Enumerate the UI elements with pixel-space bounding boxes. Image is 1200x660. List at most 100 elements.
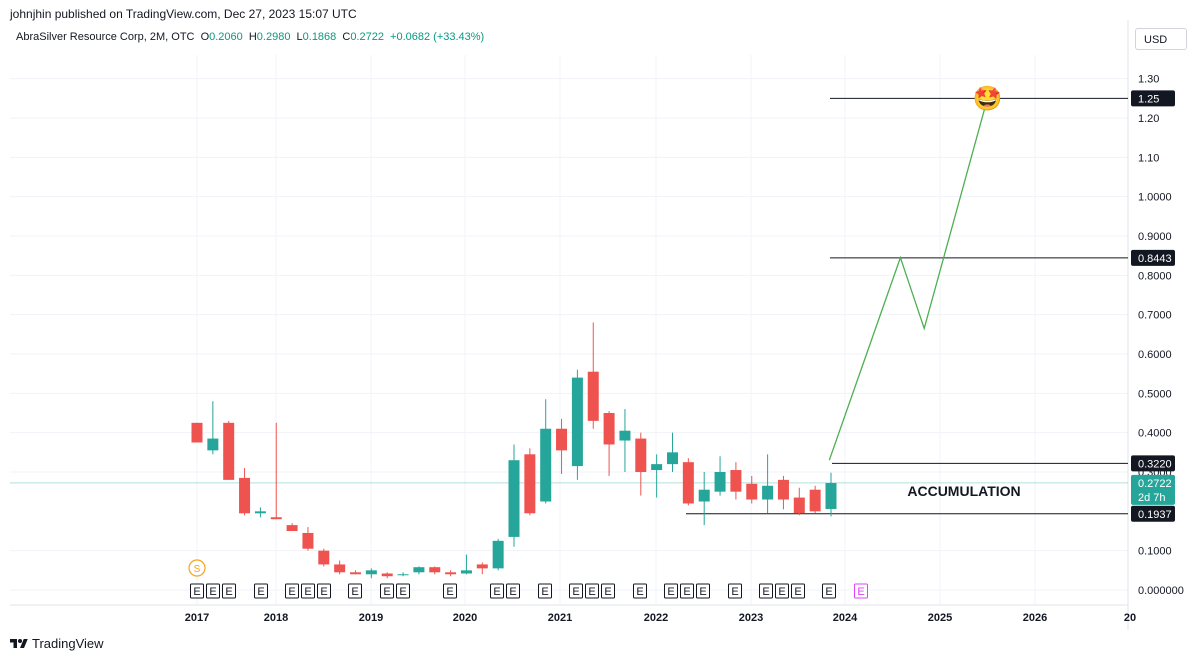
earnings-marker-letter: E bbox=[588, 586, 595, 598]
candle bbox=[350, 570, 361, 575]
earnings-marker-box bbox=[490, 583, 504, 599]
open-value: 0.2060 bbox=[209, 31, 243, 43]
earnings-marker: E bbox=[190, 583, 204, 599]
event-markers: E E E E E E E E E E E E E E E E E E E E E E E E E E ES bbox=[188, 559, 868, 599]
earnings-marker-letter: E bbox=[778, 586, 785, 598]
level-price-label: 1.25 bbox=[1138, 93, 1159, 105]
candle-body bbox=[698, 489, 710, 502]
earnings-marker-letter: E bbox=[572, 586, 579, 598]
earnings-marker-box bbox=[569, 583, 583, 599]
high-label: H bbox=[248, 31, 257, 43]
candle bbox=[825, 472, 837, 517]
price-tick-label: 0.4000 bbox=[1138, 428, 1172, 440]
candle bbox=[365, 568, 377, 579]
earnings-marker-box bbox=[222, 583, 236, 599]
earnings-marker-box bbox=[633, 583, 647, 599]
candle bbox=[524, 448, 536, 516]
level-price-label: 0.1937 bbox=[1138, 509, 1172, 521]
candle bbox=[777, 475, 789, 510]
projection-line bbox=[828, 98, 989, 461]
candle bbox=[286, 523, 298, 531]
candle bbox=[730, 462, 742, 500]
candle-body bbox=[397, 574, 409, 576]
price-tick-label: 0.6000 bbox=[1138, 349, 1172, 361]
earnings-marker-box bbox=[254, 583, 268, 599]
earnings-marker-box bbox=[585, 583, 599, 599]
level-price-badge bbox=[1131, 249, 1175, 266]
earnings-marker-box bbox=[775, 583, 789, 599]
earnings-marker-letter: E bbox=[493, 586, 500, 598]
candle-body bbox=[730, 470, 742, 492]
earnings-marker: E bbox=[443, 583, 457, 599]
earnings-marker-letter: E bbox=[288, 586, 295, 598]
candle-body bbox=[334, 564, 346, 573]
earnings-marker-letter: E bbox=[320, 586, 327, 598]
earnings-marker: E bbox=[585, 583, 599, 599]
earnings-marker-letter: E bbox=[667, 586, 674, 598]
dividend-marker: S bbox=[188, 559, 206, 577]
candle-body bbox=[381, 573, 393, 577]
earnings-marker-letter: E bbox=[383, 586, 390, 598]
candle-body bbox=[667, 452, 678, 465]
level-price-badge bbox=[1131, 505, 1175, 522]
time-tick-label: 20 bbox=[1124, 612, 1136, 624]
earnings-marker-box bbox=[664, 583, 678, 599]
earnings-marker: E bbox=[222, 583, 236, 599]
candle bbox=[318, 548, 330, 567]
candle bbox=[682, 458, 694, 506]
candle bbox=[397, 572, 409, 577]
candle-body bbox=[286, 525, 298, 531]
candle-body bbox=[429, 567, 441, 573]
earnings-marker-box bbox=[506, 583, 520, 599]
candle bbox=[667, 432, 678, 472]
earnings-marker-letter: E bbox=[604, 586, 611, 598]
time-tick-label: 2023 bbox=[739, 612, 763, 624]
candle bbox=[429, 566, 441, 575]
earnings-marker: E bbox=[759, 583, 773, 599]
candle-body bbox=[413, 567, 425, 573]
level-price-badge bbox=[1131, 90, 1175, 107]
current-price-label: 0.2722 bbox=[1138, 478, 1172, 490]
tradingview-logo-icon bbox=[10, 638, 28, 648]
future-earnings-letter: E bbox=[857, 586, 864, 598]
candle-body bbox=[809, 489, 821, 512]
earnings-marker: E bbox=[633, 583, 647, 599]
candle-body bbox=[350, 572, 361, 575]
change-value: +0.0682 (+33.43%) bbox=[390, 31, 485, 43]
earnings-marker: E bbox=[380, 583, 394, 599]
earnings-marker: E bbox=[569, 583, 583, 599]
candle bbox=[413, 566, 425, 575]
symbol-name: AbraSilver Resource Corp, 2M, OTC bbox=[16, 31, 195, 43]
price-tick-label: 0.5000 bbox=[1138, 388, 1172, 400]
time-tick-label: 2022 bbox=[644, 612, 668, 624]
candle bbox=[239, 468, 251, 516]
candle bbox=[556, 418, 568, 474]
candle-body bbox=[508, 460, 520, 537]
candle bbox=[207, 401, 219, 455]
price-tick-label: 0.7000 bbox=[1138, 310, 1172, 322]
price-tick-label: 1.10 bbox=[1138, 152, 1159, 164]
earnings-marker: E bbox=[396, 583, 410, 599]
candle bbox=[270, 422, 282, 520]
horizontal-levels bbox=[10, 97, 1128, 515]
close-value: 0.2722 bbox=[350, 31, 384, 43]
candle-body bbox=[191, 422, 203, 443]
price-axis: 1.30 1.20 1.10 1.0000 0.9000 0.8000 0.7000 0.60… bbox=[1131, 74, 1184, 597]
candle bbox=[619, 409, 631, 472]
earnings-marker-letter: E bbox=[399, 586, 406, 598]
candle bbox=[809, 485, 821, 514]
close-label: C bbox=[342, 31, 351, 43]
price-tick-label: 1.0000 bbox=[1138, 192, 1172, 204]
price-tick-label: 0.1000 bbox=[1138, 546, 1172, 558]
accumulation-label: ACCUMULATION bbox=[907, 483, 1020, 499]
earnings-marker: E bbox=[601, 583, 615, 599]
earnings-marker: E bbox=[206, 583, 220, 599]
earnings-marker-box bbox=[728, 583, 742, 599]
currency-button[interactable]: USD bbox=[1135, 28, 1187, 50]
earnings-marker: E bbox=[490, 583, 504, 599]
dividend-marker-circle bbox=[188, 559, 206, 577]
price-tick-label: 0.000000 bbox=[1138, 585, 1184, 597]
candle-body bbox=[682, 462, 694, 504]
earnings-marker: E bbox=[680, 583, 694, 599]
